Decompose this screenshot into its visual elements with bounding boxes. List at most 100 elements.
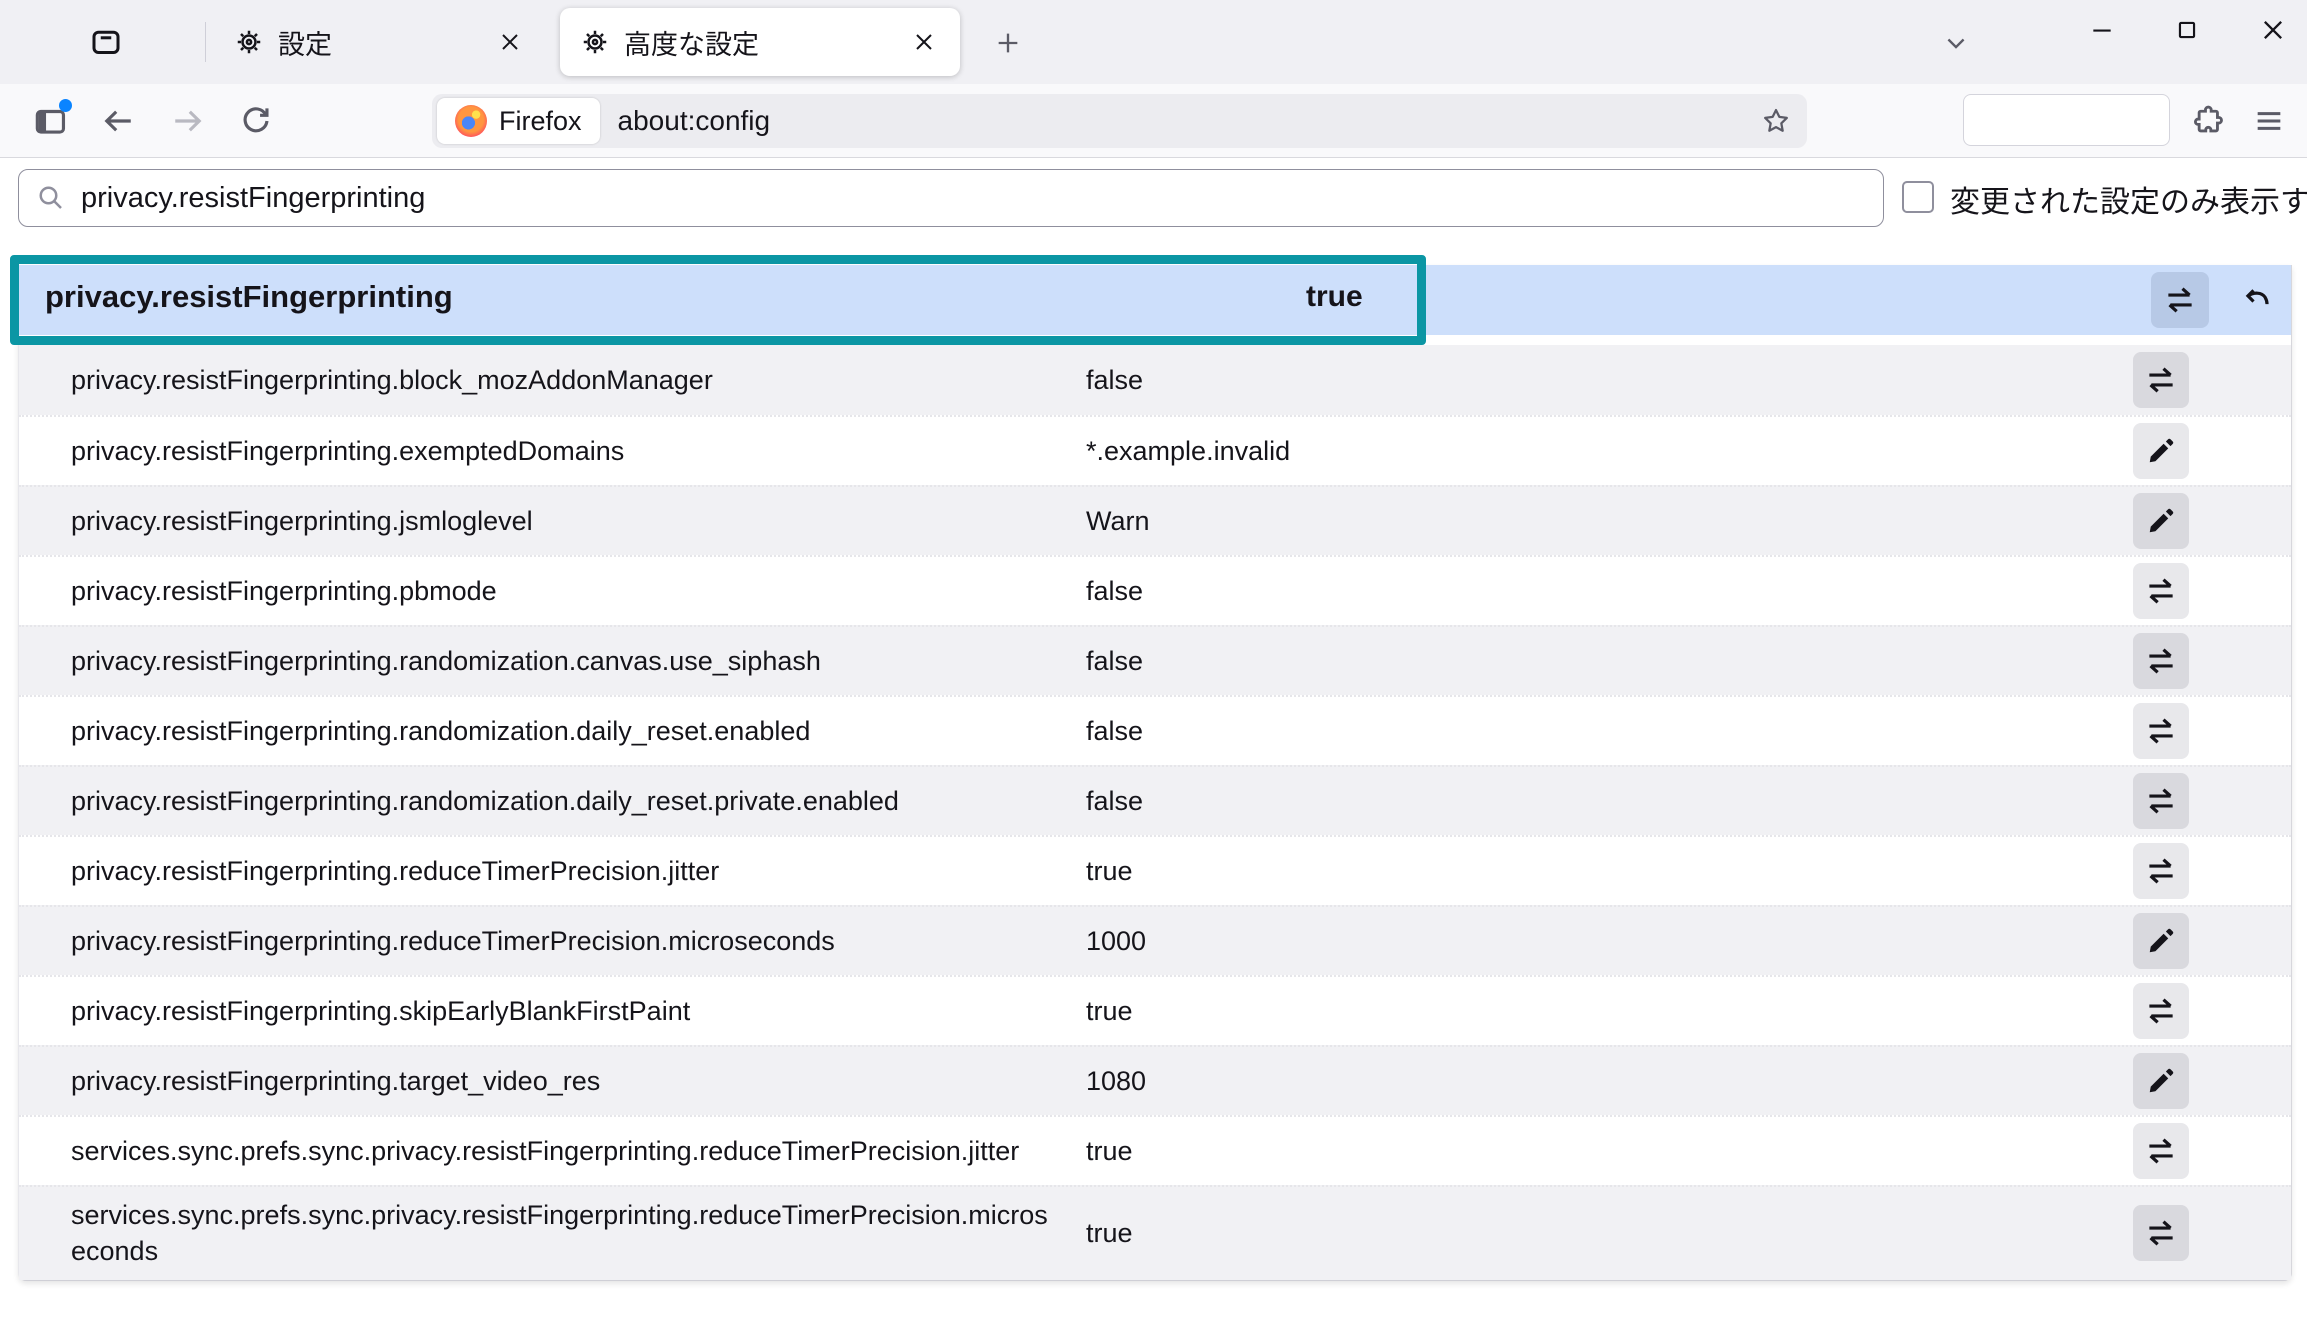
prefs-rows: privacy.resistFingerprinting.block_mozAd… — [19, 345, 2291, 1280]
tab-settings[interactable]: 設定 — [214, 8, 546, 76]
toggle-button[interactable] — [2133, 352, 2189, 408]
pref-actions — [2133, 633, 2291, 689]
reload-button[interactable] — [230, 95, 282, 147]
pref-search-input[interactable] — [18, 169, 1884, 227]
forward-button[interactable] — [162, 95, 214, 147]
url-bar[interactable]: Firefox about:config — [432, 94, 1807, 148]
pref-value: true — [1086, 995, 1133, 1026]
pref-actions — [2133, 1053, 2291, 1109]
tab-advanced-settings[interactable]: 高度な設定 — [560, 8, 960, 76]
pref-value: true — [1306, 280, 1363, 313]
toggle-button[interactable] — [2133, 773, 2189, 829]
pref-value: false — [1086, 645, 1144, 676]
tab-bar: 設定 高度な設定 — [0, 0, 2307, 84]
pref-actions — [2133, 983, 2291, 1039]
pref-actions — [2133, 843, 2291, 899]
new-tab-button[interactable] — [982, 20, 1034, 66]
notification-dot — [59, 99, 72, 112]
pref-value: true — [1086, 1135, 1133, 1166]
forward-arrow-icon — [170, 103, 206, 139]
pref-actions — [2133, 1205, 2291, 1262]
pref-value: true — [1086, 1217, 1133, 1248]
pref-actions — [2133, 1123, 2291, 1179]
sidebar-button[interactable] — [24, 95, 76, 147]
edit-button[interactable] — [2133, 493, 2189, 549]
pref-value: false — [1086, 785, 1144, 816]
pref-name: privacy.resistFingerprinting.block_mozAd… — [71, 364, 713, 395]
window-close-button[interactable] — [2239, 0, 2307, 60]
window-maximize-button[interactable] — [2153, 0, 2221, 60]
pref-actions — [2133, 493, 2291, 549]
pref-name: privacy.resistFingerprinting.target_vide… — [71, 1065, 601, 1096]
pref-actions — [2133, 563, 2291, 619]
reload-icon — [238, 103, 274, 139]
pref-row[interactable]: privacy.resistFingerprinting.jsmloglevel… — [19, 485, 2291, 555]
list-all-tabs-button[interactable] — [1928, 20, 1984, 66]
toggle-button[interactable] — [2133, 703, 2189, 759]
show-modified-only-checkbox[interactable] — [1902, 181, 1934, 213]
pref-actions — [2133, 703, 2291, 759]
pref-value: false — [1086, 715, 1144, 746]
puzzle-icon — [2190, 103, 2226, 139]
back-button[interactable] — [92, 95, 144, 147]
about-config-page: 変更された設定のみ表示する privacy.resistFingerprinti… — [0, 159, 2307, 1334]
undo-button[interactable] — [2231, 272, 2283, 328]
gear-icon — [580, 27, 610, 57]
pref-row[interactable]: privacy.resistFingerprinting.block_mozAd… — [19, 345, 2291, 415]
firefox-logo-icon — [455, 105, 487, 137]
firefox-view-button[interactable] — [82, 18, 130, 66]
selected-pref-row[interactable]: privacy.resistFingerprinting true — [10, 255, 2291, 345]
pref-value: 1000 — [1086, 925, 1147, 956]
pref-row[interactable]: privacy.resistFingerprinting.exemptedDom… — [19, 415, 2291, 485]
pref-row[interactable]: privacy.resistFingerprinting.reduceTimer… — [19, 835, 2291, 905]
extensions-button[interactable] — [2182, 95, 2234, 147]
edit-button[interactable] — [2133, 423, 2189, 479]
pref-row[interactable]: privacy.resistFingerprinting.randomizati… — [19, 765, 2291, 835]
window-minimize-button[interactable] — [2068, 0, 2136, 60]
pref-name: privacy.resistFingerprinting.randomizati… — [71, 715, 811, 746]
search-field-wrap — [18, 169, 1884, 227]
bookmark-star-button[interactable] — [1751, 96, 1801, 146]
pref-name: privacy.resistFingerprinting — [45, 279, 453, 314]
pref-name: privacy.resistFingerprinting.reduceTimer… — [71, 855, 720, 886]
pref-row[interactable]: privacy.resistFingerprinting.randomizati… — [19, 625, 2291, 695]
tab-close-icon[interactable] — [904, 22, 944, 62]
pref-row[interactable]: services.sync.prefs.sync.privacy.resistF… — [19, 1115, 2291, 1185]
pref-row[interactable]: privacy.resistFingerprinting.randomizati… — [19, 695, 2291, 765]
pref-name: privacy.resistFingerprinting.exemptedDom… — [71, 435, 625, 466]
toggle-button[interactable] — [2133, 563, 2189, 619]
pref-value: false — [1086, 575, 1144, 606]
toggle-button[interactable] — [2133, 1205, 2189, 1262]
pref-value: true — [1086, 855, 1133, 886]
pref-name: privacy.resistFingerprinting.randomizati… — [71, 785, 899, 816]
toggle-button[interactable] — [2151, 272, 2209, 328]
toggle-button[interactable] — [2133, 633, 2189, 689]
identity-chip[interactable]: Firefox — [437, 98, 600, 144]
identity-label: Firefox — [499, 105, 582, 136]
plus-icon — [994, 29, 1022, 57]
back-arrow-icon — [100, 103, 136, 139]
pref-actions — [2133, 773, 2291, 829]
app-menu-button[interactable] — [2243, 95, 2295, 147]
show-modified-only-label: 変更された設定のみ表示する — [1950, 186, 2307, 219]
close-icon — [2259, 16, 2287, 44]
pref-actions — [2133, 352, 2291, 408]
pref-row[interactable]: privacy.resistFingerprinting.reduceTimer… — [19, 905, 2291, 975]
pref-row[interactable]: services.sync.prefs.sync.privacy.resistF… — [19, 1185, 2291, 1280]
pref-row[interactable]: privacy.resistFingerprinting.pbmode fals… — [19, 555, 2291, 625]
toggle-button[interactable] — [2133, 983, 2189, 1039]
pref-row[interactable]: privacy.resistFingerprinting.skipEarlyBl… — [19, 975, 2291, 1045]
minimize-icon — [2089, 17, 2115, 43]
edit-button[interactable] — [2133, 1053, 2189, 1109]
toggle-button[interactable] — [2133, 843, 2189, 899]
edit-button[interactable] — [2133, 913, 2189, 969]
gear-icon — [234, 27, 264, 57]
maximize-icon — [2174, 17, 2200, 43]
hamburger-icon — [2252, 104, 2286, 138]
pref-row[interactable]: privacy.resistFingerprinting.target_vide… — [19, 1045, 2291, 1115]
toolbar-blank-field[interactable] — [1963, 94, 2170, 146]
url-text[interactable]: about:config — [617, 105, 771, 136]
toggle-button[interactable] — [2133, 1123, 2189, 1179]
pref-name: privacy.resistFingerprinting.randomizati… — [71, 645, 821, 676]
tab-close-icon[interactable] — [490, 22, 530, 62]
